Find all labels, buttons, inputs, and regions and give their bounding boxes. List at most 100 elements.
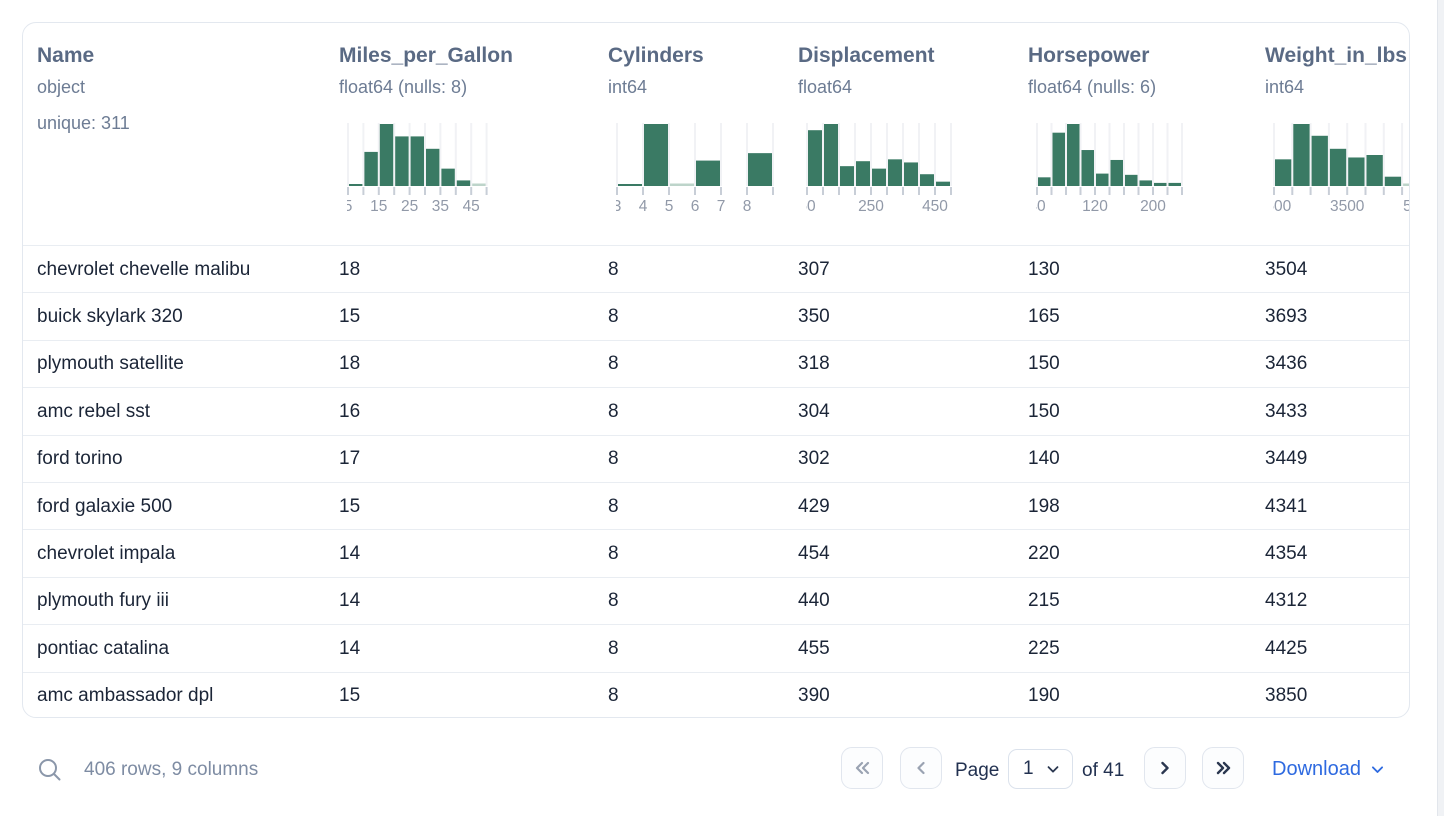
table-cell: 15: [339, 496, 361, 516]
table-cell: 304: [798, 401, 830, 421]
table-cell: plymouth fury iii: [37, 591, 169, 611]
table-cell: 198: [1028, 496, 1060, 516]
table-cell: 150: [1028, 354, 1060, 374]
svg-text:200: 200: [1140, 198, 1166, 215]
adjacent-panel-edge: [1437, 0, 1444, 816]
table-cell: 4425: [1265, 638, 1308, 658]
next-page-button[interactable]: [1144, 747, 1186, 789]
svg-text:450: 450: [922, 198, 948, 215]
histogram-miles-per-gallon[interactable]: 5 15 25 35 45: [347, 123, 489, 216]
table-cell: 14: [339, 544, 361, 564]
table-cell: 8: [608, 354, 619, 374]
table-cell: 8: [608, 496, 619, 516]
table-header: Name object unique: 311 Miles_per_Gallon…: [23, 23, 1409, 245]
table-cell: 18: [339, 259, 361, 279]
svg-text:25: 25: [401, 198, 418, 215]
table-cell: chevrolet impala: [37, 544, 176, 564]
svg-text:15: 15: [370, 198, 387, 215]
table-cell: 8: [608, 686, 619, 706]
table-cell: 4354: [1265, 544, 1308, 564]
column-header-weight-in-lbs: Weight_in_lbs int64 1500 3500 5500: [1265, 23, 1409, 245]
table-cell: 318: [798, 354, 830, 374]
table-cell: 8: [608, 401, 619, 421]
chevron-down-icon: [1371, 766, 1383, 773]
table-cell: ford galaxie 500: [37, 496, 173, 516]
svg-text:35: 35: [432, 198, 449, 215]
table-cell: 307: [798, 259, 830, 279]
row-column-summary: 406 rows, 9 columns: [84, 759, 259, 780]
svg-text:5: 5: [347, 198, 352, 215]
table-cell: 220: [1028, 544, 1060, 564]
table-cell: 440: [798, 591, 830, 611]
column-dtype: int64: [608, 77, 648, 97]
table-cell: 3449: [1265, 449, 1308, 469]
chevron-right-icon: [1161, 761, 1169, 775]
table-cell: 8: [608, 591, 619, 611]
svg-text:3500: 3500: [1330, 198, 1364, 215]
download-label: Download: [1272, 758, 1361, 780]
table-cell: 8: [608, 449, 619, 469]
column-title: Weight_in_lbs: [1265, 44, 1407, 67]
previous-page-button[interactable]: [900, 747, 942, 789]
histogram-displacement[interactable]: 50 250 450: [806, 123, 953, 216]
table-row: buick skylark 320 15 8 350 165 3693: [23, 292, 1409, 339]
first-page-button[interactable]: [841, 747, 883, 789]
table-cell: 16: [339, 401, 361, 421]
table-cell: 130: [1028, 259, 1060, 279]
table-cell: 3433: [1265, 401, 1308, 421]
table-cell: 429: [798, 496, 830, 516]
svg-text:120: 120: [1082, 198, 1108, 215]
table-cell: 14: [339, 591, 361, 611]
table-cell: 140: [1028, 449, 1060, 469]
table-row: amc ambassador dpl 15 8 390 190 3850: [23, 671, 1409, 717]
table-cell: 454: [798, 544, 830, 564]
column-dtype: float64 (nulls: 8): [339, 77, 468, 97]
column-header-displacement: Displacement float64 50 250 450: [798, 23, 1028, 245]
table-cell: 350: [798, 307, 830, 327]
page-label: Page: [955, 760, 1000, 781]
table-body: chevrolet chevelle malibu 18 8 307 130 3504 bu…: [23, 245, 1409, 717]
search-icon: [39, 759, 61, 781]
table-row: chevrolet impala 14 8 454 220 4354: [23, 529, 1409, 576]
table-cell: 8: [608, 307, 619, 327]
table-cell: 8: [608, 544, 619, 564]
svg-text:5: 5: [665, 198, 674, 215]
histogram-weight-in-lbs[interactable]: 1500 3500 5500: [1273, 123, 1410, 216]
svg-text:4: 4: [639, 198, 648, 215]
table-cell: 3504: [1265, 259, 1308, 279]
last-page-button[interactable]: [1202, 747, 1244, 789]
double-chevron-left-icon: [855, 761, 870, 775]
table-cell: 4312: [1265, 591, 1308, 611]
table-cell: 3693: [1265, 307, 1308, 327]
search-button[interactable]: [36, 756, 64, 789]
table-cell: 8: [608, 259, 619, 279]
table-cell: ford torino: [37, 449, 123, 469]
table-cell: 455: [798, 638, 830, 658]
table-cell: pontiac catalina: [37, 638, 170, 658]
table-row: pontiac catalina 14 8 455 225 4425: [23, 624, 1409, 671]
chevron-left-icon: [917, 761, 925, 775]
table-footer: 406 rows, 9 columns Page 1 of 41: [22, 718, 1410, 816]
page-select[interactable]: 1: [1008, 749, 1073, 789]
svg-text:1500: 1500: [1273, 198, 1291, 215]
svg-text:250: 250: [858, 198, 884, 215]
histogram-horsepower[interactable]: 40 120 200: [1036, 123, 1184, 216]
svg-text:7: 7: [717, 198, 726, 215]
table-cell: 14: [339, 638, 361, 658]
column-dtype: object: [37, 77, 86, 97]
column-header-horsepower: Horsepower float64 (nulls: 6) 40 120 200: [1028, 23, 1265, 245]
table-cell: 165: [1028, 307, 1060, 327]
table-cell: amc ambassador dpl: [37, 686, 214, 706]
column-title: Cylinders: [608, 44, 704, 67]
column-header-name: Name object unique: 311: [37, 23, 339, 245]
download-button[interactable]: Download: [1272, 758, 1386, 781]
table-cell: 15: [339, 686, 361, 706]
table-cell: 215: [1028, 591, 1060, 611]
double-chevron-right-icon: [1216, 761, 1231, 775]
table-cell: 150: [1028, 401, 1060, 421]
svg-text:6: 6: [691, 198, 700, 215]
column-title: Miles_per_Gallon: [339, 44, 513, 67]
table-cell: chevrolet chevelle malibu: [37, 259, 251, 279]
